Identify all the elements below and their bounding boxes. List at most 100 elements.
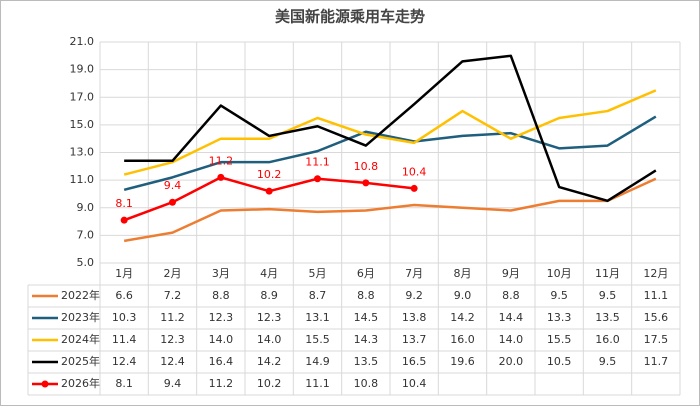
series-marker xyxy=(265,187,273,195)
x-tick-label: 9月 xyxy=(502,267,520,280)
series-marker xyxy=(314,175,321,183)
table-cell: 16.0 xyxy=(595,333,620,346)
table-cell: 16.0 xyxy=(450,333,475,346)
x-tick-label: 2月 xyxy=(164,267,182,280)
table-cell: 16.5 xyxy=(402,355,427,368)
table-cell: 10.3 xyxy=(112,311,137,324)
series-marker xyxy=(410,184,418,192)
x-tick-label: 3月 xyxy=(212,267,230,280)
table-cell: 8.8 xyxy=(357,289,375,302)
table-cell: 12.4 xyxy=(160,355,185,368)
x-tick-label: 4月 xyxy=(260,267,278,280)
y-tick-label: 15.0 xyxy=(70,118,95,131)
x-tick-label: 1月 xyxy=(115,267,133,280)
table-cell: 9.5 xyxy=(599,355,617,368)
table-cell: 17.5 xyxy=(644,333,669,346)
table-cell: 15.6 xyxy=(644,311,669,324)
x-tick-label: 12月 xyxy=(643,267,668,280)
table-cell: 6.6 xyxy=(115,289,133,302)
table-cell: 14.9 xyxy=(305,355,330,368)
table-cell: 19.6 xyxy=(450,355,475,368)
y-tick-label: 11.0 xyxy=(70,173,95,186)
table-cell: 11.4 xyxy=(112,333,137,346)
table-cell: 12.3 xyxy=(160,333,185,346)
table-cell: 9.5 xyxy=(599,289,617,302)
x-tick-label: 6月 xyxy=(357,267,375,280)
table-cell: 12.3 xyxy=(209,311,234,324)
data-label: 11.1 xyxy=(305,156,330,169)
table-cell: 11.7 xyxy=(644,355,669,368)
table-cell: 11.2 xyxy=(160,311,185,324)
table-cell: 11.1 xyxy=(305,377,330,390)
table-cell: 14.3 xyxy=(354,333,379,346)
y-tick-label: 19.0 xyxy=(70,63,95,76)
table-cell: 13.5 xyxy=(595,311,620,324)
data-label: 9.4 xyxy=(164,179,182,192)
data-label: 11.2 xyxy=(209,154,234,167)
table-cell: 10.2 xyxy=(257,377,282,390)
x-tick-label: 10月 xyxy=(547,267,572,280)
table-cell: 8.8 xyxy=(502,289,520,302)
series-marker xyxy=(217,173,225,181)
table-cell: 16.4 xyxy=(209,355,234,368)
table-cell: 8.8 xyxy=(212,289,230,302)
table-cell: 20.0 xyxy=(499,355,524,368)
data-label: 10.4 xyxy=(402,165,427,178)
x-tick-label: 7月 xyxy=(405,267,423,280)
table-cell: 14.0 xyxy=(209,333,234,346)
series-line xyxy=(123,177,657,243)
table-cell: 7.2 xyxy=(164,289,182,302)
legend-label: 2022年 xyxy=(61,288,100,302)
series-marker xyxy=(362,179,370,187)
table-cell: 13.5 xyxy=(354,355,379,368)
y-tick-label: 13.0 xyxy=(70,146,95,159)
series-line xyxy=(123,89,657,176)
x-tick-label: 11月 xyxy=(595,267,620,280)
table-cell: 10.4 xyxy=(402,377,427,390)
y-tick-label: 7.0 xyxy=(77,228,95,241)
table-cell: 14.2 xyxy=(257,355,282,368)
table-cell: 14.0 xyxy=(499,333,524,346)
table-cell: 13.3 xyxy=(547,311,572,324)
series-line xyxy=(123,115,657,192)
table-cell: 13.7 xyxy=(402,333,427,346)
table-cell: 13.1 xyxy=(305,311,330,324)
y-tick-label: 21.0 xyxy=(70,35,95,48)
x-tick-label: 8月 xyxy=(454,267,472,280)
table-cell: 8.7 xyxy=(309,289,327,302)
table-cell: 12.4 xyxy=(112,355,137,368)
table-cell: 11.1 xyxy=(644,289,669,302)
legend-label: 2025年 xyxy=(61,354,100,368)
legend-label: 2026年 xyxy=(61,376,100,390)
data-label: 10.2 xyxy=(257,168,282,181)
table-cell: 11.2 xyxy=(209,377,234,390)
legend-label: 2023年 xyxy=(61,310,100,324)
table-cell: 10.5 xyxy=(547,355,572,368)
table-cell: 15.5 xyxy=(547,333,572,346)
y-tick-label: 9.0 xyxy=(77,201,95,214)
table-cell: 13.8 xyxy=(402,311,427,324)
table-cell: 14.2 xyxy=(450,311,475,324)
data-label: 8.1 xyxy=(115,197,133,210)
table-cell: 8.9 xyxy=(260,289,278,302)
table-cell: 14.0 xyxy=(257,333,282,346)
table-cell: 9.2 xyxy=(405,289,423,302)
series-marker xyxy=(120,216,128,224)
table-cell: 14.5 xyxy=(354,311,379,324)
table-cell: 14.4 xyxy=(499,311,524,324)
table-cell: 15.5 xyxy=(305,333,330,346)
data-label: 10.8 xyxy=(354,160,379,173)
y-tick-label: 5.0 xyxy=(77,256,95,269)
table-cell: 8.1 xyxy=(115,377,133,390)
table-cell: 9.0 xyxy=(454,289,472,302)
table-cell: 12.3 xyxy=(257,311,282,324)
legend-label: 2024年 xyxy=(61,332,100,346)
table-cell: 10.8 xyxy=(354,377,379,390)
y-tick-label: 17.0 xyxy=(70,90,95,103)
x-tick-label: 5月 xyxy=(309,267,327,280)
table-cell: 9.5 xyxy=(550,289,568,302)
legend-marker xyxy=(41,380,49,388)
series-marker xyxy=(169,198,176,206)
table-cell: 9.4 xyxy=(164,377,182,390)
